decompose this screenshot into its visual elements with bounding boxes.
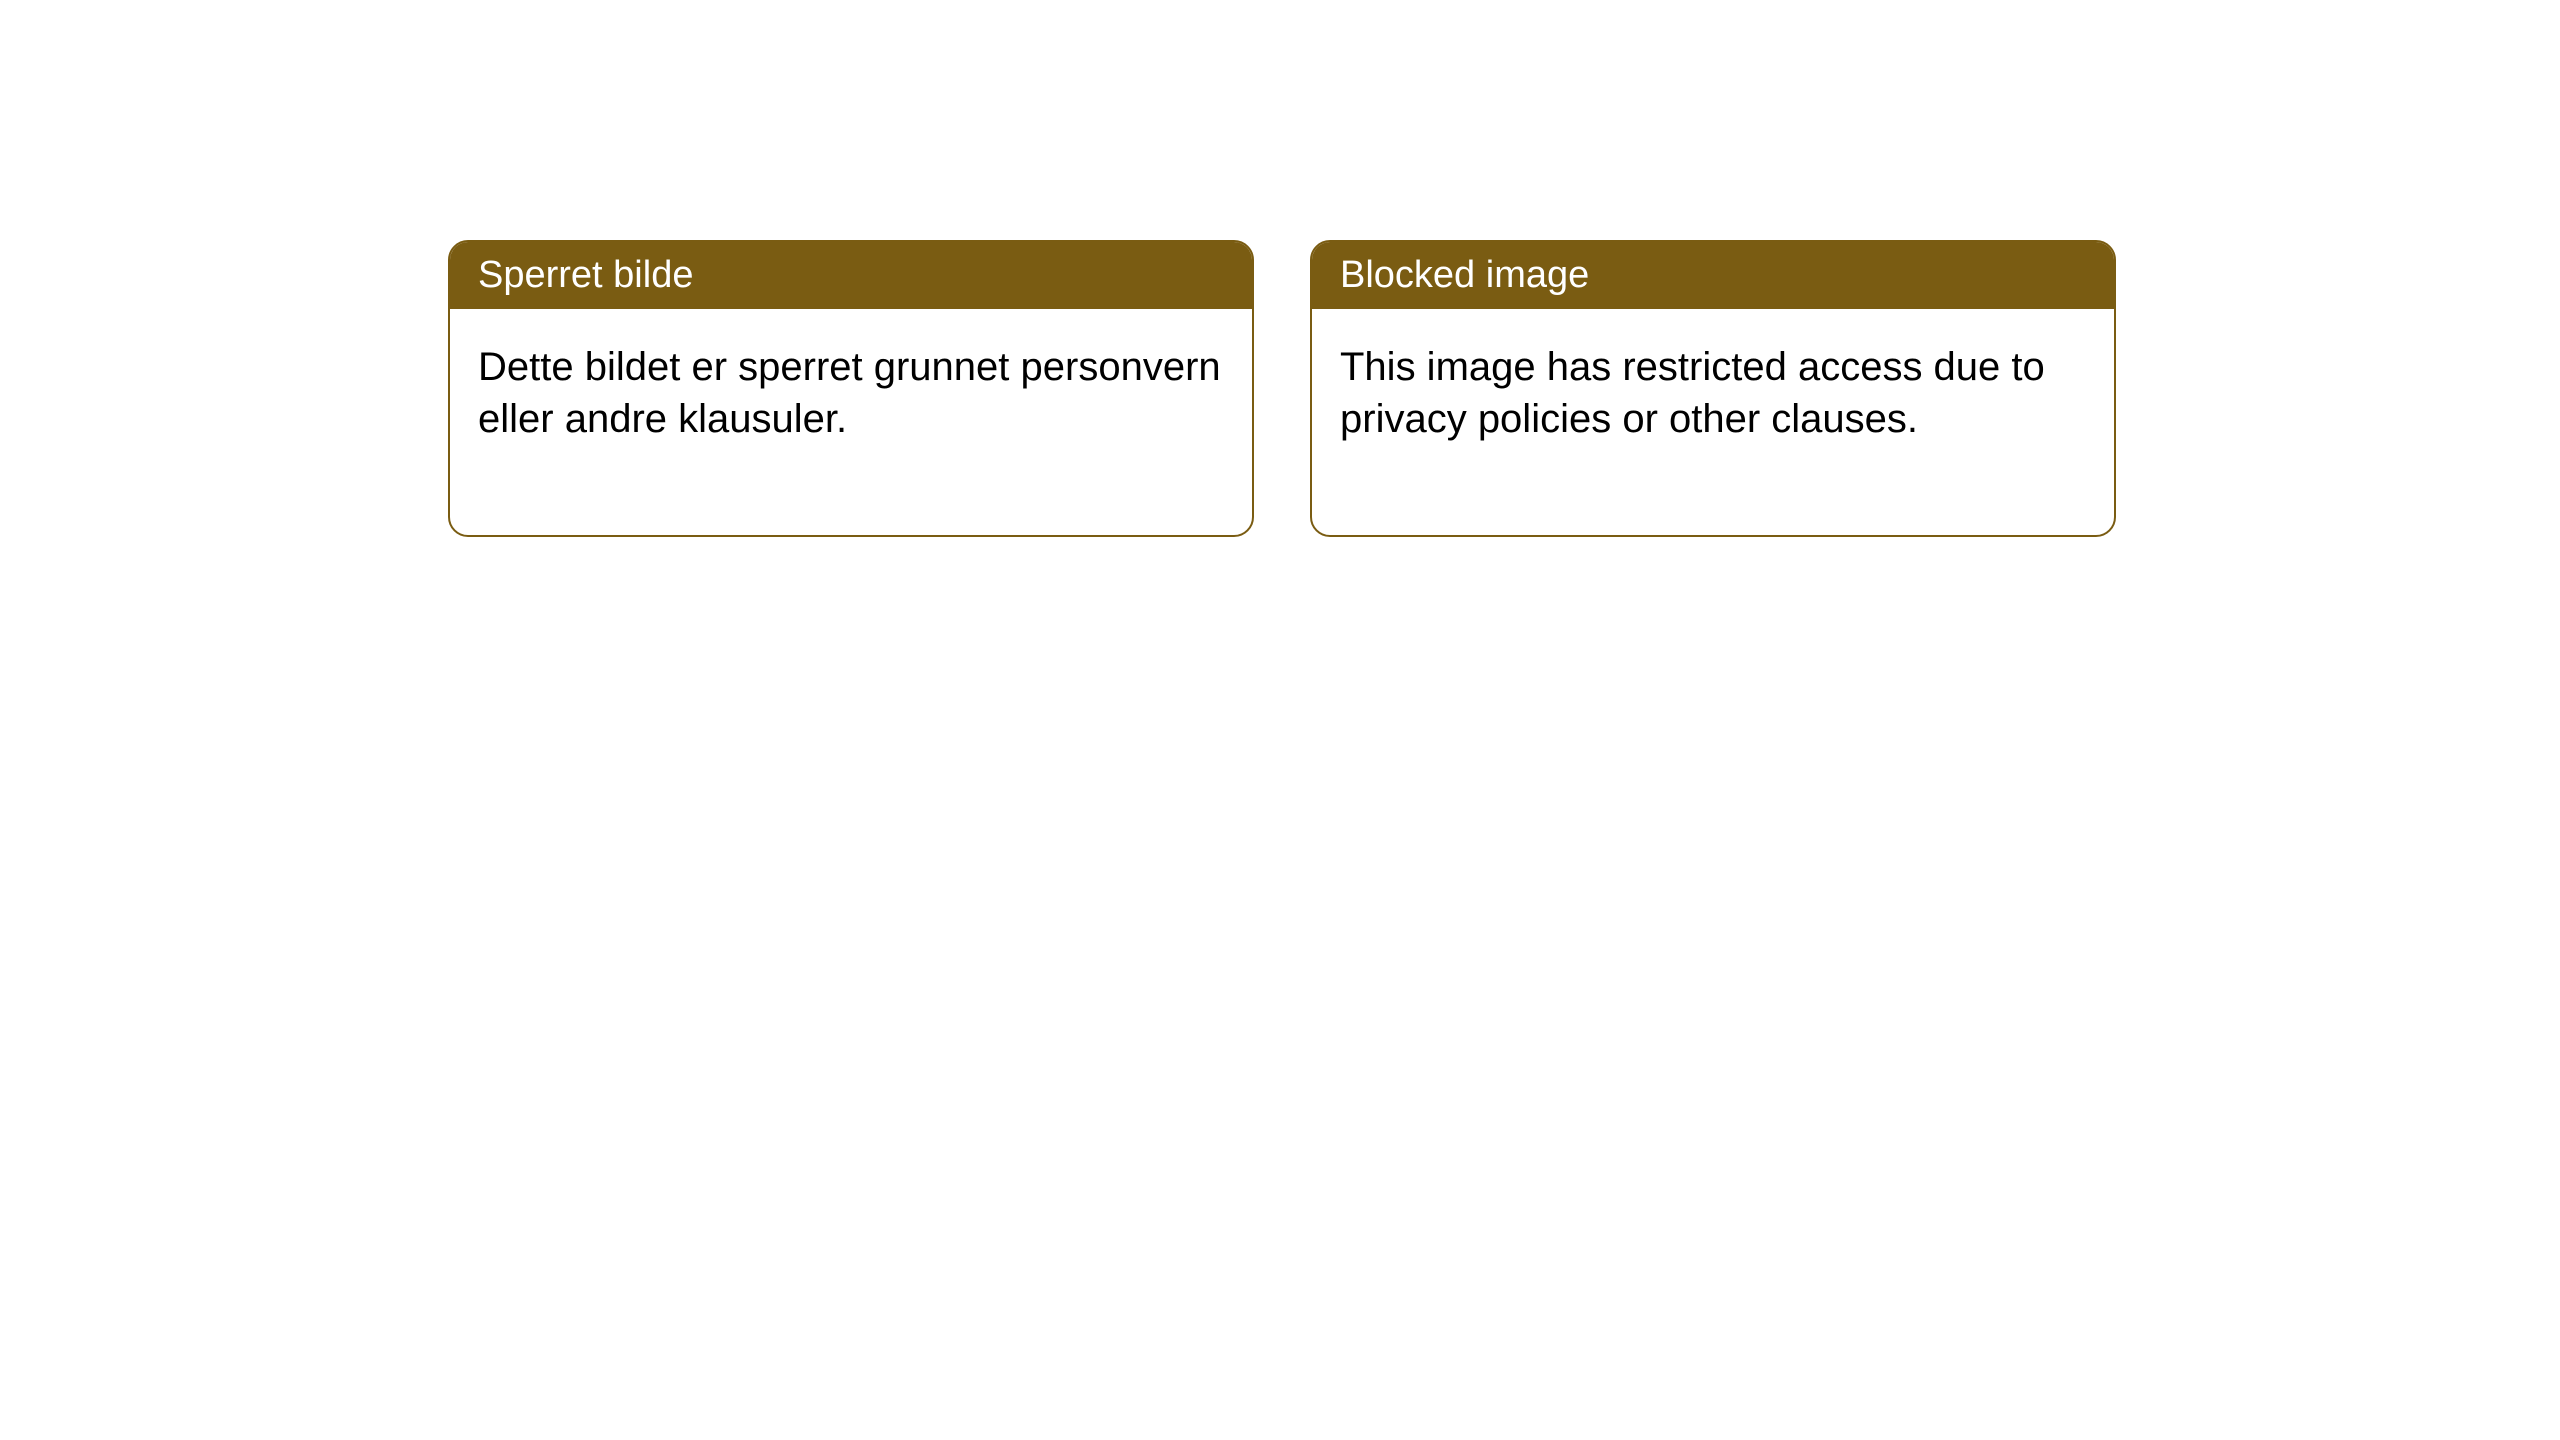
notice-title-english: Blocked image (1312, 242, 2114, 309)
notice-body-english: This image has restricted access due to … (1312, 309, 2114, 535)
notice-title-norwegian: Sperret bilde (450, 242, 1252, 309)
notice-card-norwegian: Sperret bilde Dette bildet er sperret gr… (448, 240, 1254, 537)
notice-body-norwegian: Dette bildet er sperret grunnet personve… (450, 309, 1252, 535)
notice-card-english: Blocked image This image has restricted … (1310, 240, 2116, 537)
notice-container: Sperret bilde Dette bildet er sperret gr… (448, 240, 2116, 537)
